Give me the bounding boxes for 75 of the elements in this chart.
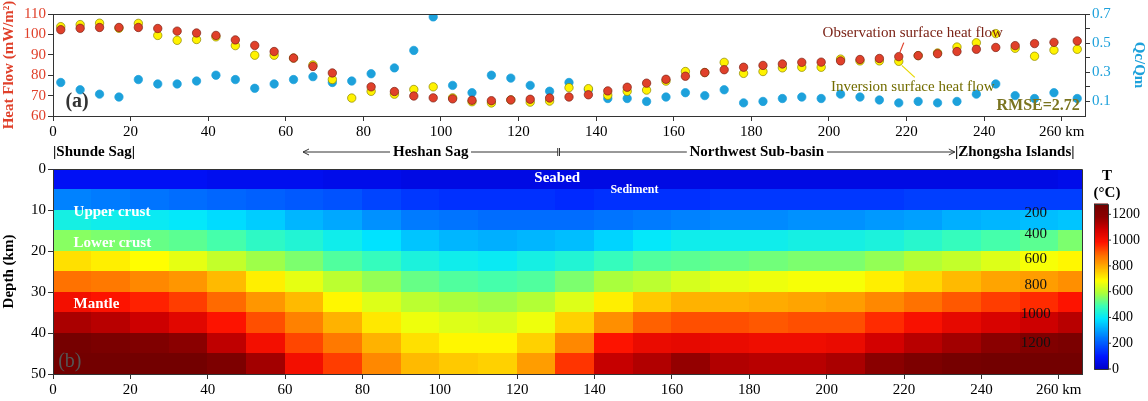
y-tick-label: 60 bbox=[31, 106, 46, 123]
text: Northwest Sub-basin bbox=[689, 143, 825, 160]
color-bar-label: 0 bbox=[1112, 360, 1119, 376]
x-tick-label: 140 bbox=[583, 380, 606, 397]
annotation: Upper crust bbox=[73, 202, 151, 219]
y-tick-label: 70 bbox=[31, 86, 46, 103]
x-tick-label: 20 bbox=[123, 122, 139, 139]
x-tick-label: 200 bbox=[817, 122, 841, 139]
x-tick-label: 220 bbox=[892, 380, 916, 397]
color-bar-label: 200 bbox=[1112, 334, 1133, 350]
y2-tick-label: 0.7 bbox=[1092, 4, 1112, 21]
y2-tick-label: 0.5 bbox=[1092, 34, 1111, 51]
y-tick-label: 20 bbox=[31, 241, 46, 258]
x-tick-label: 100 bbox=[428, 380, 452, 397]
y2-tick-label: 0.3 bbox=[1092, 63, 1111, 80]
x-tick-label: 60 bbox=[278, 122, 294, 139]
x-tick-label: 180 bbox=[738, 380, 761, 397]
text: Heshan Sag bbox=[392, 143, 469, 160]
x-tick-label: 260 km bbox=[1039, 122, 1085, 139]
color-bar-label: 600 bbox=[1112, 283, 1133, 299]
annotation: (a) bbox=[65, 88, 89, 112]
annotation: 800 bbox=[1024, 275, 1047, 292]
x-tick-label: 160 bbox=[662, 122, 685, 139]
annotation: 200 bbox=[1024, 204, 1047, 221]
x-tick-label: 240 bbox=[972, 122, 996, 139]
annotation: Seabed bbox=[534, 169, 581, 186]
y-tick-label: 80 bbox=[31, 66, 46, 83]
x-tick-label: 120 bbox=[505, 380, 529, 397]
color-bar-label: 400 bbox=[1112, 309, 1133, 325]
y-tick-label: 100 bbox=[23, 25, 46, 42]
x-tick-label: 220 bbox=[895, 122, 918, 139]
x-tick-label: 0 bbox=[49, 380, 57, 397]
x-tick-label: 40 bbox=[200, 122, 216, 139]
x-tick-label: 240 bbox=[970, 380, 993, 397]
series-label: Inversion surface heat flow bbox=[830, 78, 995, 95]
y2-tick-label: 0.1 bbox=[1092, 92, 1111, 109]
annotation: 400 bbox=[1024, 224, 1047, 241]
x-tick-label: 80 bbox=[355, 122, 371, 139]
x-tick-label: 0 bbox=[49, 122, 57, 139]
x-tick-label: 120 bbox=[507, 122, 530, 139]
y2-axis-title: Qc/Qm bbox=[1132, 41, 1148, 89]
x-tick-label: 20 bbox=[122, 380, 138, 397]
text: |Zhongsha Islands| bbox=[954, 143, 1075, 160]
y-axis-title: Depth (km) bbox=[0, 234, 17, 309]
color-bar-label: 1200 bbox=[1112, 205, 1140, 221]
x-tick-label: 160 bbox=[660, 380, 684, 397]
x-tick-label: 140 bbox=[584, 122, 608, 139]
annotation: 600 bbox=[1024, 250, 1047, 267]
y-axis-title: Heat Flow (mW/m²) bbox=[0, 0, 17, 130]
annotation: Sediment bbox=[610, 181, 659, 196]
annotation: 1200 bbox=[1020, 334, 1051, 351]
x-tick-label: 100 bbox=[429, 122, 453, 139]
y-tick-label: 50 bbox=[31, 364, 46, 381]
annotation: RMSE=2.72 bbox=[996, 95, 1080, 113]
x-tick-label: 180 bbox=[740, 122, 763, 139]
x-tick-label: 60 bbox=[277, 380, 293, 397]
y-tick-label: 30 bbox=[31, 282, 46, 299]
annotation: Mantle bbox=[73, 295, 120, 312]
y-tick-label: 40 bbox=[31, 323, 46, 340]
x-tick-label: 80 bbox=[354, 380, 370, 397]
x-tick-label: 200 bbox=[815, 380, 838, 397]
y-tick-label: 0 bbox=[38, 159, 46, 176]
annotation: 1000 bbox=[1020, 305, 1051, 322]
x-tick-label: 260 km bbox=[1036, 380, 1082, 397]
y-tick-label: 110 bbox=[24, 4, 46, 21]
color-bar-label: 1000 bbox=[1112, 231, 1140, 247]
y-tick-label: 10 bbox=[31, 200, 46, 217]
color-bar-title: T (°C) bbox=[1093, 166, 1121, 201]
text: |Shunde Sag| bbox=[53, 143, 136, 160]
series-label: Observation surface heat flow bbox=[822, 23, 1004, 40]
annotation: (b) bbox=[58, 348, 82, 372]
annotation: Lower crust bbox=[73, 233, 152, 250]
y-tick-label: 90 bbox=[31, 45, 46, 62]
x-tick-label: 40 bbox=[200, 380, 216, 397]
color-bar-label: 800 bbox=[1112, 257, 1133, 273]
